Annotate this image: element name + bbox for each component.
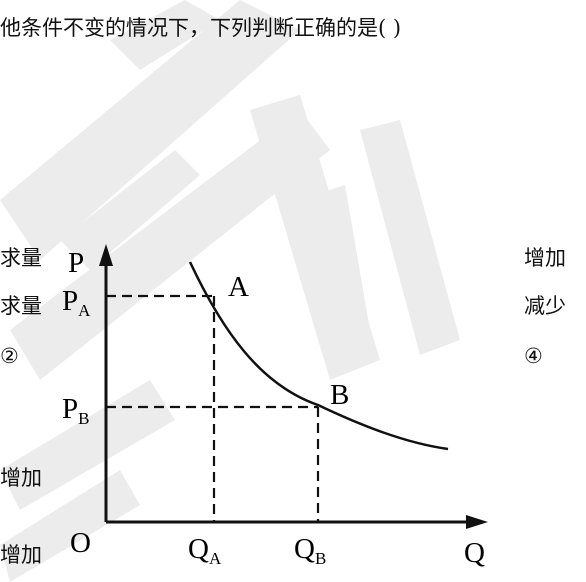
watermark-stroke <box>300 185 370 345</box>
qb-label: QB <box>294 533 326 568</box>
y-axis-arrowhead <box>99 244 113 266</box>
watermark-stroke <box>0 380 175 510</box>
option-right-1: 增加 <box>524 246 566 270</box>
watermark-stroke <box>360 120 460 355</box>
qa-label: QA <box>188 533 222 568</box>
origin-label: O <box>70 527 91 559</box>
watermark-stroke <box>110 0 220 70</box>
y-axis-label: P <box>68 247 84 279</box>
option-fragment-2: 求量 <box>0 294 42 318</box>
option-marker-2: ② <box>0 344 19 368</box>
pb-label: PB <box>62 393 89 428</box>
demand-curve <box>188 261 449 451</box>
option-right-2: 减少 <box>524 294 566 318</box>
point-a-label: A <box>228 271 249 303</box>
option-fragment-1: 求量 <box>0 246 42 270</box>
x-axis-arrowhead <box>466 515 488 529</box>
point-b-label: B <box>330 379 349 411</box>
watermark-stroke <box>0 0 300 260</box>
option-fragment-4: 增加 <box>0 543 42 567</box>
watermark-stroke <box>10 110 330 380</box>
pa-label: PA <box>62 285 91 320</box>
option-fragment-3: 增加 <box>0 466 42 490</box>
x-axis-label: Q <box>464 537 485 569</box>
option-marker-4: ④ <box>524 344 543 368</box>
question-stem: 他条件不变的情况下，下列判断正确的是( ) <box>0 16 402 40</box>
watermark-stroke <box>60 150 200 270</box>
